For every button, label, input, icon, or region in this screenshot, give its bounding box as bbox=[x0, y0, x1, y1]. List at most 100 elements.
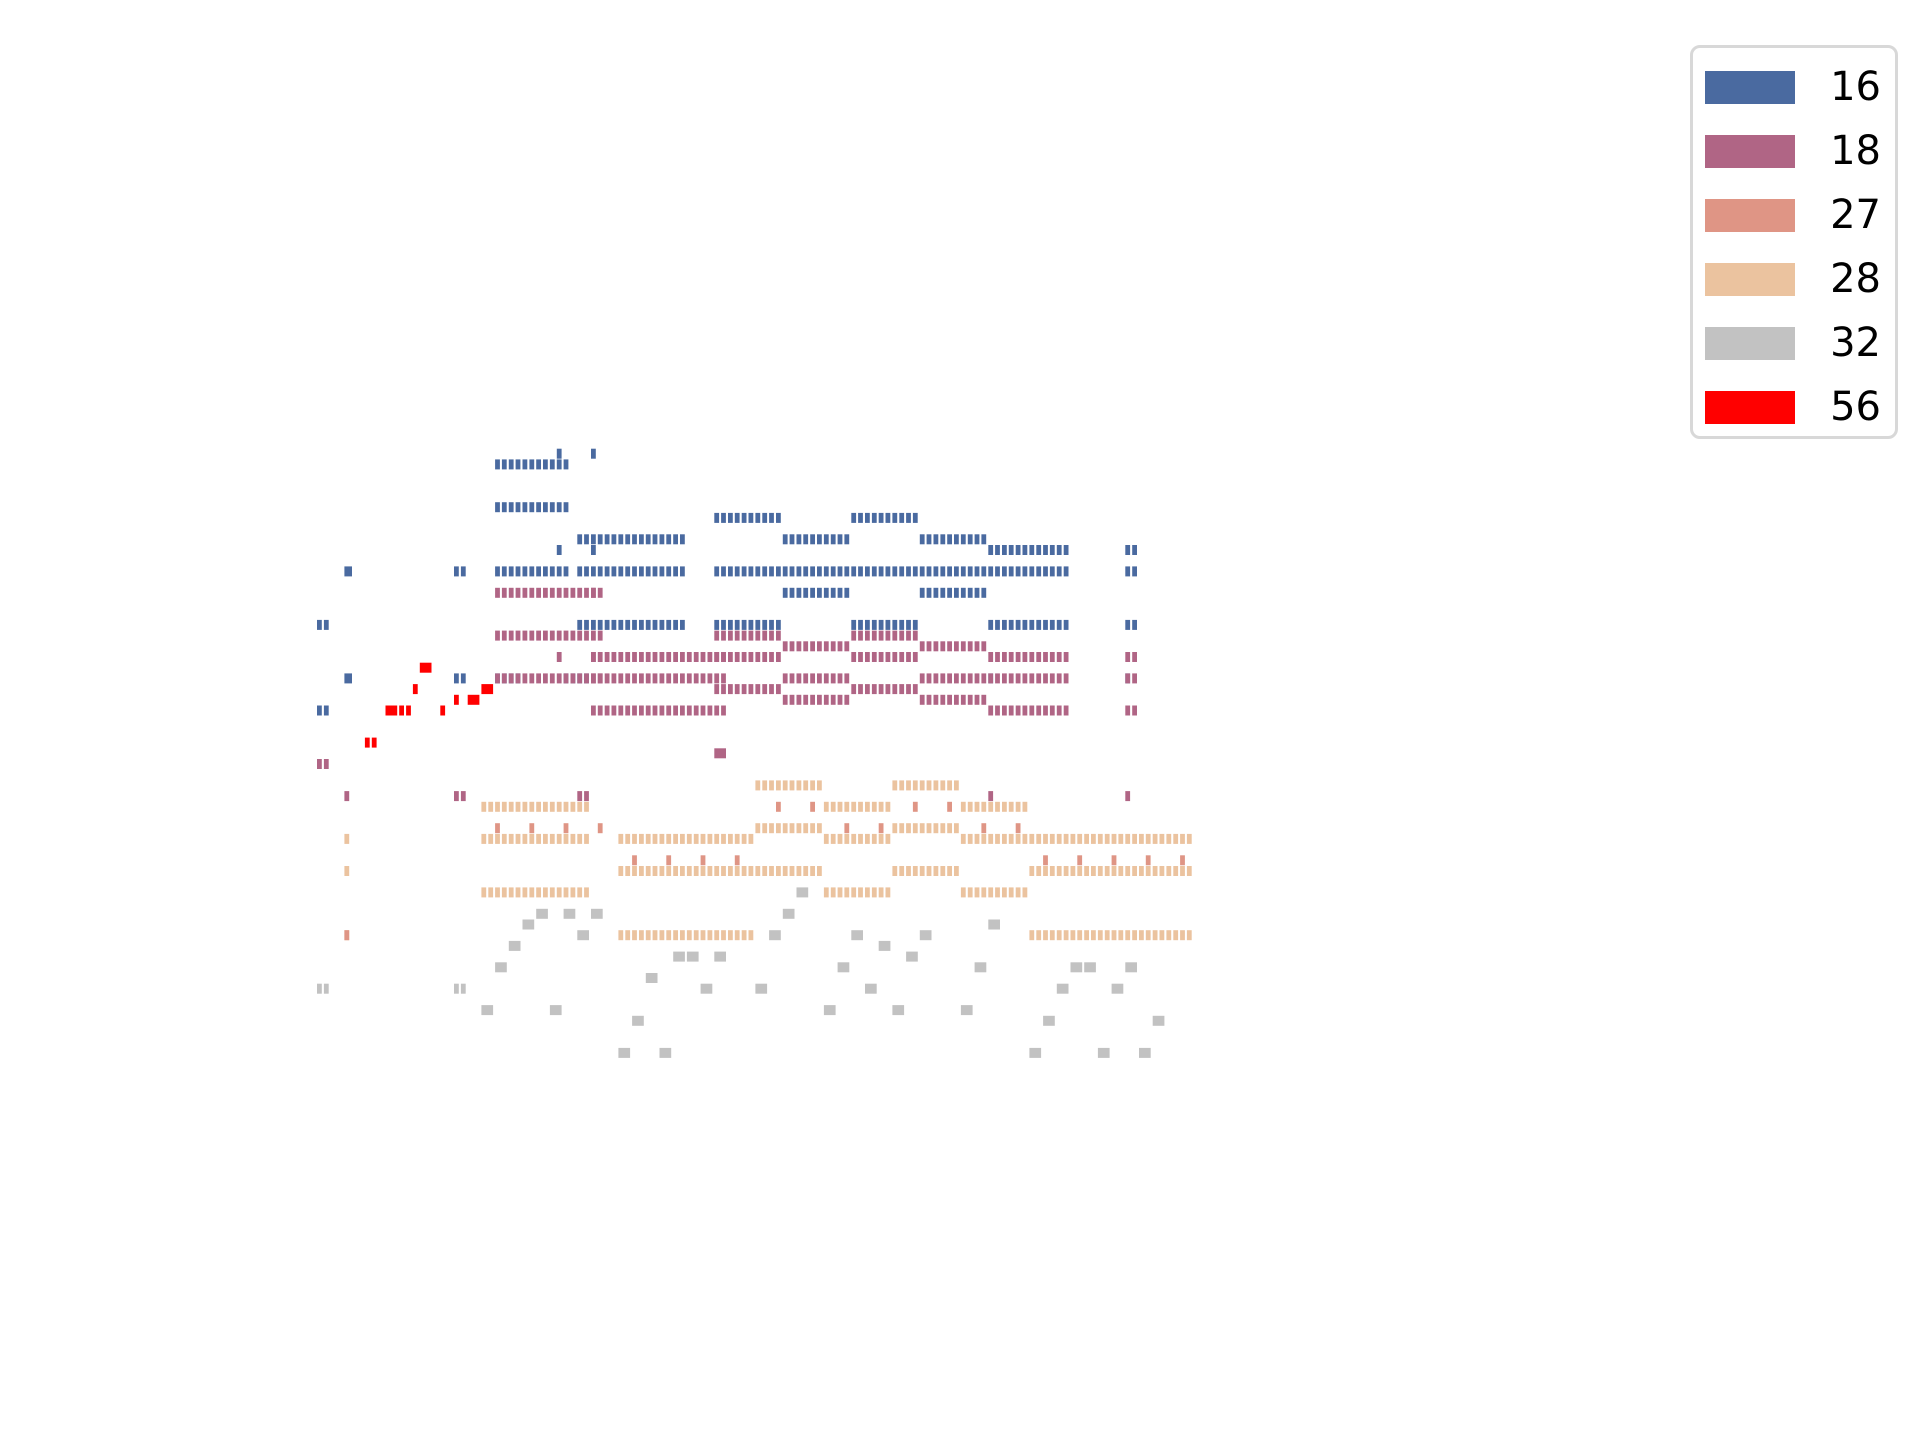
note-32-905 bbox=[700, 983, 713, 994]
note-28-779 bbox=[1008, 833, 1014, 844]
note-28-786 bbox=[988, 887, 994, 898]
note-18-368 bbox=[673, 673, 678, 684]
note-18-410 bbox=[734, 652, 740, 662]
note-18-357 bbox=[597, 673, 603, 684]
note-18-522 bbox=[1022, 652, 1028, 662]
note-18-495 bbox=[974, 641, 980, 652]
note-18-556 bbox=[1132, 673, 1137, 684]
note-16-275 bbox=[1132, 566, 1137, 577]
note-16-150 bbox=[823, 534, 829, 545]
note-28-719 bbox=[871, 833, 877, 844]
note-28-788 bbox=[1002, 887, 1007, 898]
note-18-466 bbox=[912, 630, 918, 641]
note-18-514 bbox=[967, 694, 973, 705]
note-16-37 bbox=[522, 459, 528, 470]
note-16-109 bbox=[652, 619, 658, 630]
note-28-595 bbox=[584, 833, 589, 844]
note-16-45 bbox=[529, 502, 535, 513]
note-28-653 bbox=[625, 930, 631, 941]
note-28-572 bbox=[536, 801, 541, 812]
note-28-599 bbox=[501, 887, 507, 898]
note-16-58 bbox=[556, 448, 562, 459]
note-16-12 bbox=[323, 619, 329, 630]
note-28-787 bbox=[995, 887, 1000, 898]
note-28-614 bbox=[632, 833, 637, 844]
note-28-728 bbox=[865, 887, 870, 898]
note-32-897 bbox=[577, 930, 589, 941]
note-18-309 bbox=[563, 630, 569, 641]
note-16-257 bbox=[1063, 566, 1069, 577]
note-28-729 bbox=[871, 887, 877, 898]
note-16-22 bbox=[501, 459, 507, 470]
note-18-528 bbox=[1063, 652, 1069, 662]
note-16-189 bbox=[885, 566, 891, 577]
note-16-52 bbox=[529, 566, 535, 577]
note-16-126 bbox=[728, 566, 733, 577]
note-28-752 bbox=[892, 866, 898, 876]
note-16-120 bbox=[755, 512, 761, 523]
note-18-359 bbox=[611, 673, 617, 684]
note-16-236 bbox=[1002, 545, 1007, 555]
note-28-589 bbox=[543, 833, 548, 844]
note-32-904 bbox=[686, 951, 699, 962]
note-16-219 bbox=[954, 566, 959, 577]
note-16-125 bbox=[721, 566, 726, 577]
note-16-28 bbox=[515, 502, 521, 513]
note-18-353 bbox=[707, 652, 713, 662]
note-28-863 bbox=[1186, 930, 1192, 941]
note-32-930 bbox=[1139, 1047, 1151, 1058]
note-28-724 bbox=[837, 887, 843, 898]
note-18-293 bbox=[563, 587, 569, 598]
note-18-411 bbox=[741, 652, 747, 662]
note-16-200 bbox=[892, 619, 898, 630]
legend-label-27: 27 bbox=[1830, 192, 1881, 238]
note-16-99 bbox=[584, 619, 589, 630]
note-28-592 bbox=[563, 833, 569, 844]
note-16-133 bbox=[776, 566, 781, 577]
note-16-263 bbox=[1022, 619, 1028, 630]
note-28-622 bbox=[686, 833, 692, 844]
note-18-403 bbox=[755, 630, 761, 641]
note-18-322 bbox=[543, 673, 548, 684]
note-32-921 bbox=[988, 919, 1000, 930]
note-28-604 bbox=[536, 887, 541, 898]
note-16-117 bbox=[734, 512, 740, 523]
note-28-750 bbox=[947, 823, 952, 834]
note-28-713 bbox=[830, 833, 836, 844]
note-16-171 bbox=[830, 587, 836, 598]
note-28-586 bbox=[522, 833, 528, 844]
note-28-832 bbox=[1139, 866, 1144, 876]
note-28-618 bbox=[659, 833, 665, 844]
note-28-566 bbox=[495, 801, 500, 812]
note-28-650 bbox=[741, 866, 747, 876]
note-32-906 bbox=[714, 951, 726, 962]
note-28-666 bbox=[714, 930, 720, 941]
note-16-21 bbox=[495, 459, 500, 470]
note-16-95 bbox=[666, 566, 672, 577]
note-16-168 bbox=[810, 587, 815, 598]
note-16-44 bbox=[522, 502, 528, 513]
note-16-187 bbox=[871, 566, 877, 577]
note-16-87 bbox=[611, 566, 617, 577]
note-16-77 bbox=[652, 534, 658, 545]
note-28-737 bbox=[926, 780, 932, 791]
note-28-717 bbox=[858, 833, 863, 844]
note-18-444 bbox=[830, 673, 836, 684]
note-16-155 bbox=[789, 566, 795, 577]
note-16-51 bbox=[522, 566, 528, 577]
note-28-694 bbox=[769, 866, 774, 876]
note-18-343 bbox=[639, 652, 644, 662]
note-18-395 bbox=[721, 705, 726, 716]
legend-swatch-18 bbox=[1705, 135, 1795, 168]
note-28-814 bbox=[1180, 833, 1185, 844]
note-18-526 bbox=[1049, 652, 1055, 662]
note-16-20 bbox=[460, 673, 466, 684]
note-18-482 bbox=[885, 684, 891, 695]
note-16-57 bbox=[563, 566, 569, 577]
note-28-675 bbox=[776, 780, 781, 791]
note-32-908 bbox=[769, 930, 781, 941]
note-28-691 bbox=[817, 823, 822, 834]
note-18-447 bbox=[782, 694, 788, 705]
note-28-828 bbox=[1111, 866, 1117, 876]
note-28-591 bbox=[556, 833, 562, 844]
